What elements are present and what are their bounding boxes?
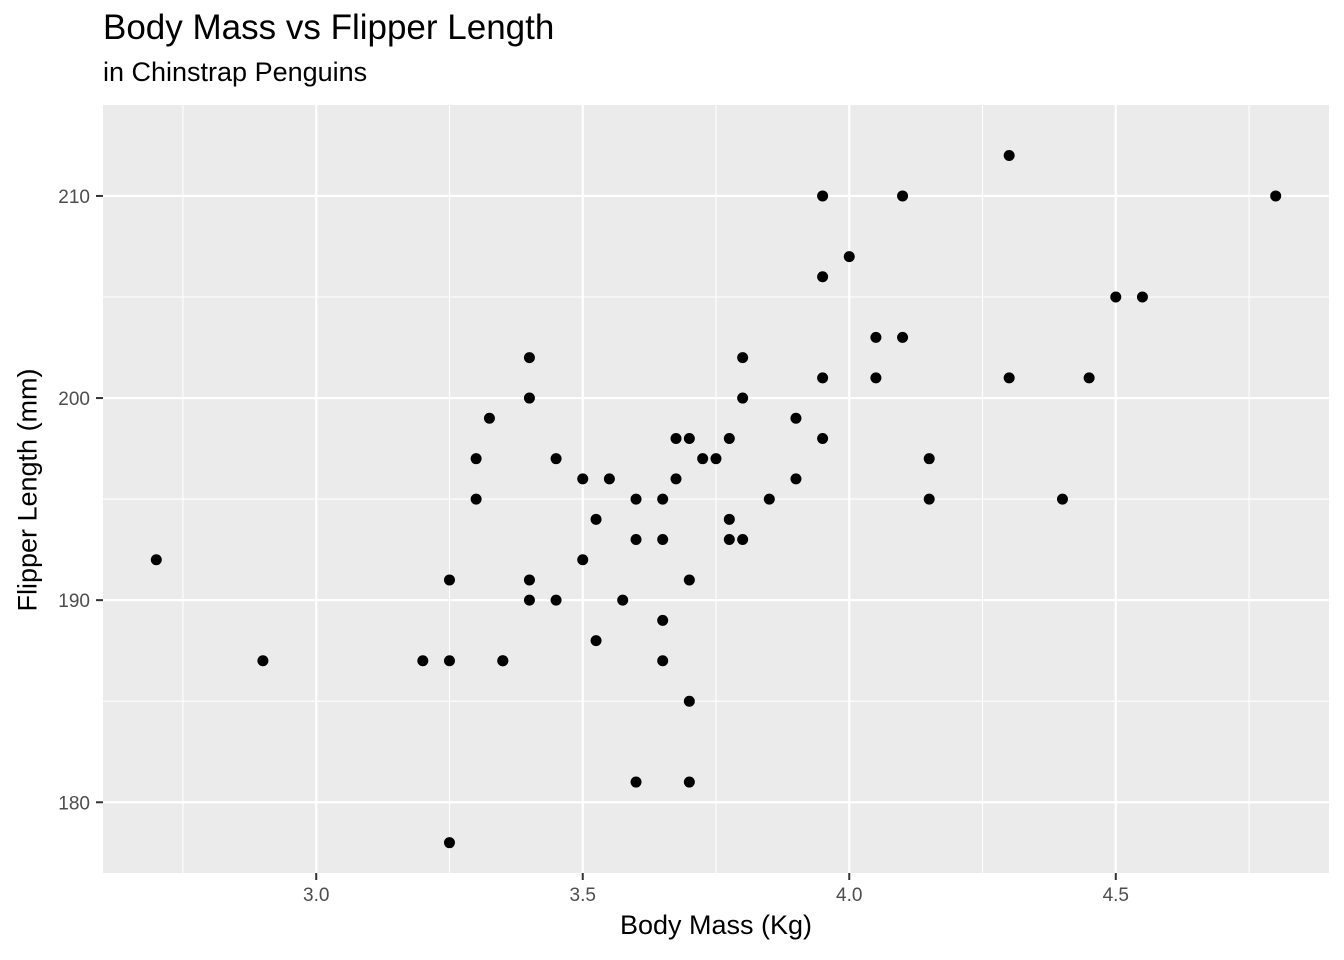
data-point — [870, 331, 882, 343]
data-point — [923, 493, 935, 505]
data-point — [657, 655, 669, 667]
data-point — [443, 574, 455, 586]
data-point — [723, 534, 735, 546]
data-point — [670, 473, 682, 485]
data-point — [1270, 190, 1282, 202]
x-axis-label: Body Mass (Kg) — [619, 910, 813, 940]
data-point — [1003, 150, 1015, 162]
data-point — [790, 473, 802, 485]
data-point — [843, 251, 855, 263]
data-point — [523, 352, 535, 364]
data-point — [870, 372, 882, 384]
data-point — [590, 513, 602, 525]
data-point — [443, 837, 455, 849]
data-point — [817, 190, 829, 202]
data-point — [657, 534, 669, 546]
data-point — [550, 594, 562, 606]
data-point — [817, 271, 829, 283]
chart-title: Body Mass vs Flipper Length — [103, 8, 555, 47]
data-point — [763, 493, 775, 505]
data-point — [603, 473, 615, 485]
data-point — [683, 776, 695, 788]
x-tick-label: 3.0 — [303, 885, 329, 906]
data-point — [470, 453, 482, 465]
data-point — [630, 776, 642, 788]
data-point — [723, 513, 735, 525]
data-point — [817, 372, 829, 384]
data-point — [417, 655, 429, 667]
data-point — [1136, 291, 1148, 303]
data-point — [483, 412, 495, 424]
data-point — [897, 331, 909, 343]
data-point — [817, 432, 829, 444]
data-point — [550, 453, 562, 465]
data-point — [897, 190, 909, 202]
data-point — [630, 534, 642, 546]
x-tick-label: 3.5 — [570, 885, 596, 906]
x-tick-label: 4.5 — [1103, 885, 1129, 906]
data-point — [697, 453, 709, 465]
data-points — [150, 150, 1282, 849]
data-point — [150, 554, 162, 566]
major-gridlines — [103, 105, 1329, 873]
y-tick-label: 200 — [58, 389, 90, 410]
data-point — [577, 473, 589, 485]
data-point — [737, 534, 749, 546]
data-point — [723, 432, 735, 444]
data-point — [790, 412, 802, 424]
x-axis: 3.0 3.5 4.0 4.5 — [303, 873, 1129, 906]
data-point — [1003, 372, 1015, 384]
data-point — [617, 594, 629, 606]
data-point — [523, 594, 535, 606]
data-point — [1056, 493, 1068, 505]
data-point — [1110, 291, 1122, 303]
data-point — [497, 655, 509, 667]
data-point — [683, 574, 695, 586]
data-point — [670, 432, 682, 444]
chart-subtitle: in Chinstrap Penguins — [103, 57, 368, 87]
data-point — [523, 574, 535, 586]
data-point — [257, 655, 269, 667]
data-point — [737, 352, 749, 364]
x-tick-label: 4.0 — [836, 885, 862, 906]
data-point — [1083, 372, 1095, 384]
data-point — [577, 554, 589, 566]
data-point — [657, 614, 669, 626]
data-point — [523, 392, 535, 404]
data-point — [737, 392, 749, 404]
minor-gridlines — [103, 105, 1329, 873]
data-point — [683, 695, 695, 707]
data-point — [923, 453, 935, 465]
y-tick-label: 210 — [58, 187, 90, 208]
y-tick-label: 180 — [58, 793, 90, 814]
data-point — [630, 493, 642, 505]
data-point — [470, 493, 482, 505]
data-point — [683, 432, 695, 444]
y-tick-label: 190 — [58, 591, 90, 612]
data-point — [657, 493, 669, 505]
data-point — [590, 635, 602, 647]
y-axis: 180 190 200 210 — [58, 187, 103, 814]
data-point — [443, 655, 455, 667]
data-point — [710, 453, 722, 465]
